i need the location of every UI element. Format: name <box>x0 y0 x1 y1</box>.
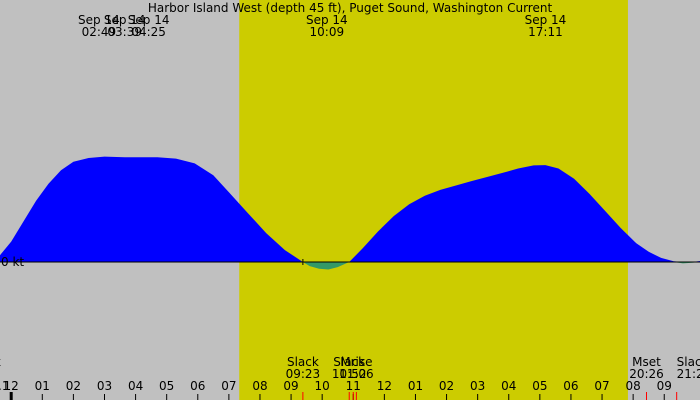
x-tick-label: 06 <box>190 379 205 393</box>
flood-area <box>0 156 700 262</box>
x-tick-label: 02 <box>439 379 454 393</box>
x-tick-label: 08 <box>626 379 641 393</box>
bottom-event-label: k <box>0 355 1 369</box>
top-event-time: 03:39 <box>107 25 142 39</box>
x-tick-label: 01 <box>35 379 50 393</box>
x-tick-label: 04 <box>128 379 143 393</box>
x-tick-label: 10 <box>315 379 330 393</box>
x-tick-label: 05 <box>159 379 174 393</box>
top-event-date: Sep 14 <box>78 13 120 27</box>
bottom-event-label: Slac <box>677 355 700 369</box>
x-tick-label: 06 <box>563 379 578 393</box>
x-tick-label: 09 <box>657 379 672 393</box>
x-tick-label: 11 <box>346 379 361 393</box>
x-tick-label: 05 <box>532 379 547 393</box>
top-event-date: Sep 14 <box>128 13 170 27</box>
midnight-marker <box>9 392 13 400</box>
zero-knot-label: 0 kt <box>1 255 24 269</box>
x-tick-label: 08 <box>252 379 267 393</box>
x-tick-label: 02 <box>66 379 81 393</box>
top-event-date: Sep 14 <box>104 13 146 27</box>
top-event-date: Sep 14 <box>525 13 567 27</box>
top-event-time: 17:11 <box>528 25 563 39</box>
x-tick-label: 12 <box>377 379 392 393</box>
chart-title: Harbor Island West (depth 45 ft), Puget … <box>148 1 553 15</box>
bottom-event-time: 09:23 <box>286 367 321 381</box>
bottom-event-time: 21:2 <box>677 367 700 381</box>
bottom-event-label: Mset <box>632 355 661 369</box>
top-event-time: 04:25 <box>131 25 166 39</box>
x-axis-tick-labels: .112010203040506070809101112010203040506… <box>0 379 672 393</box>
x-tick-label: 04 <box>501 379 516 393</box>
x-tick-label: 03 <box>97 379 112 393</box>
top-event-date: Sep 14 <box>306 13 348 27</box>
top-event-time: 10:09 <box>310 25 345 39</box>
bottom-event-label: Mrise <box>340 355 372 369</box>
bottom-event-time: 11:06 <box>339 367 374 381</box>
x-axis-markers <box>9 392 678 400</box>
x-tick-label: 12 <box>4 379 19 393</box>
top-event-time: 02:49 <box>82 25 117 39</box>
bottom-event-label: Slack <box>333 355 365 369</box>
bottom-event-time: 10:52 <box>332 367 367 381</box>
bottom-event-label: Slack <box>287 355 319 369</box>
x-tick-label: 03 <box>470 379 485 393</box>
x-tick-label: 07 <box>594 379 609 393</box>
x-tick-label: .1 <box>0 379 9 393</box>
x-tick-label: 07 <box>221 379 236 393</box>
x-tick-label: 01 <box>408 379 423 393</box>
x-tick-label: 09 <box>283 379 298 393</box>
bottom-event-labels: kSlack09:23Slack10:52Mrise11:06Mset20:26… <box>0 355 700 381</box>
bottom-event-time: 20:26 <box>629 367 664 381</box>
